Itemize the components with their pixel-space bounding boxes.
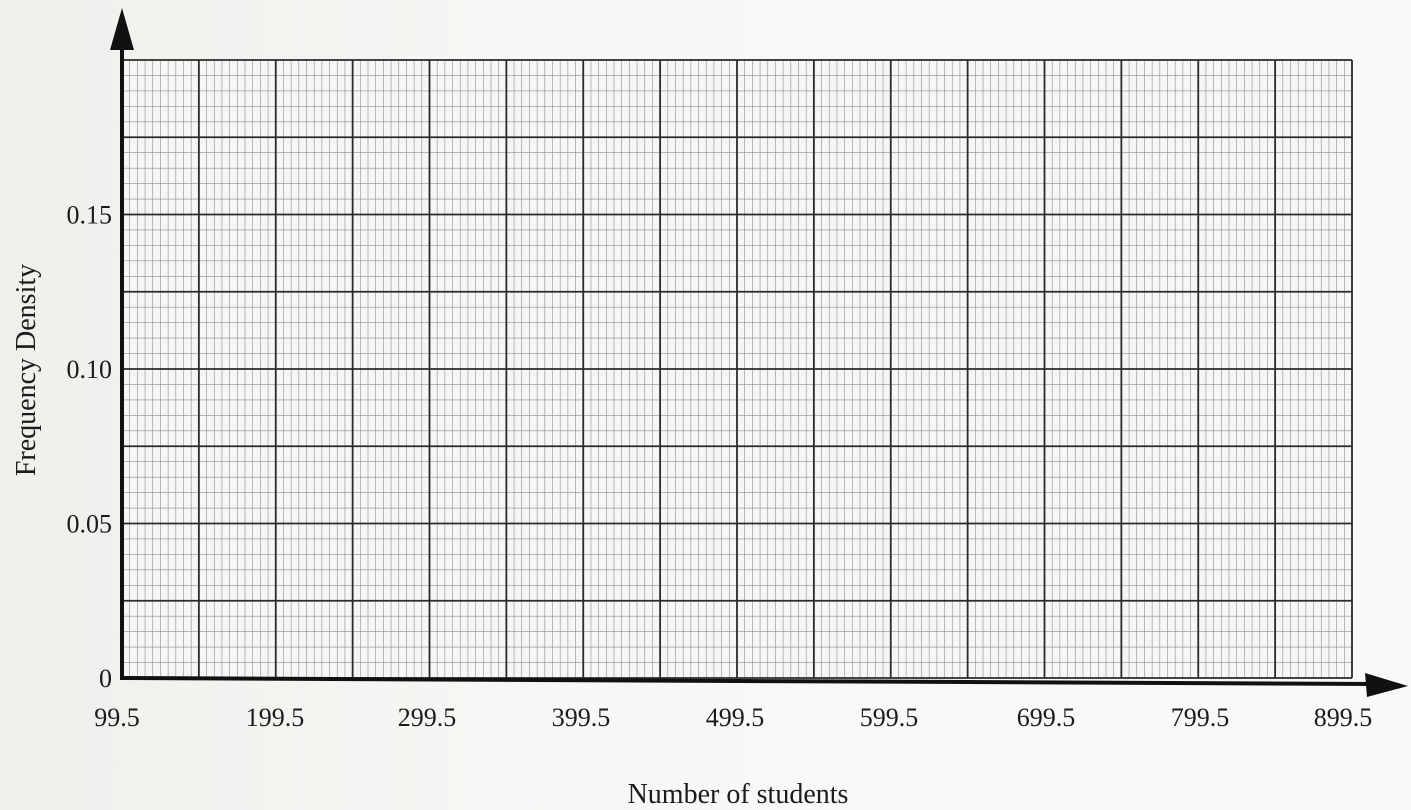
major-grid [121,59,1353,679]
x-axis-arrow [1365,673,1408,697]
x-tick-label: 99.5 [94,703,140,732]
x-axis-label: Number of students [628,779,849,810]
x-tick-label: 299.5 [398,703,457,732]
x-axis-line [119,676,1376,686]
axes [110,8,1408,697]
y-axis-label: Frequency Density [11,264,42,476]
x-tick-label: 799.5 [1171,703,1230,732]
y-tick-labels: 0 0.05 0.10 0.15 [67,201,113,694]
x-tick-label: 399.5 [552,703,611,732]
y-tick-label: 0.15 [67,201,113,230]
y-tick-label: 0.05 [67,510,113,539]
x-tick-label: 599.5 [860,703,919,732]
x-tick-label: 199.5 [246,703,305,732]
x-tick-label: 899.5 [1314,703,1373,732]
y-tick-label: 0.10 [67,355,113,384]
y-axis-arrow [110,8,134,50]
x-tick-labels: 99.5 199.5 299.5 399.5 499.5 599.5 699.5 799.5 8… [94,703,1372,732]
y-tick-label: 0 [99,664,112,693]
x-tick-label: 499.5 [706,703,765,732]
x-tick-label: 699.5 [1017,703,1076,732]
